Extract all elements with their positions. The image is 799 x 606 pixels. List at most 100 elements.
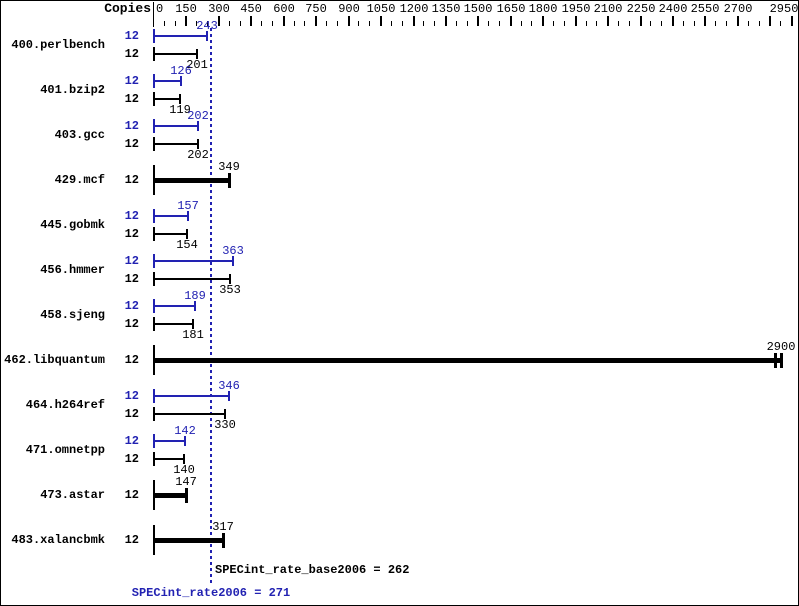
bar-start-tick bbox=[153, 272, 155, 286]
bar-end-tick bbox=[206, 31, 208, 41]
bar-start-tick bbox=[153, 165, 155, 195]
bar-end-tick bbox=[192, 319, 194, 329]
benchmark-label: 456.hmmer bbox=[40, 263, 105, 277]
copies-value: 12 bbox=[124, 119, 139, 133]
bar-end-tick bbox=[780, 353, 783, 368]
bar-start-tick bbox=[153, 480, 155, 510]
bar-start-tick bbox=[153, 227, 155, 241]
axis-minor-tick bbox=[358, 21, 359, 26]
axis-major-tick bbox=[315, 16, 317, 26]
bar-peak bbox=[154, 80, 181, 82]
benchmark-label: 458.sjeng bbox=[40, 308, 105, 322]
bar-end-tick bbox=[229, 274, 231, 284]
copies-value: 12 bbox=[124, 29, 139, 43]
axis-major-tick bbox=[607, 16, 609, 26]
axis-tick-label: 1200 bbox=[399, 2, 429, 16]
axis-minor-tick bbox=[650, 21, 651, 26]
bar-base bbox=[154, 323, 193, 325]
axis-minor-tick bbox=[229, 21, 230, 26]
bar-end-tick bbox=[196, 49, 198, 59]
axis-tick-label: 2100 bbox=[593, 2, 623, 16]
axis-tick-label: 2700 bbox=[723, 2, 753, 16]
bar-end-tick bbox=[222, 533, 225, 548]
axis-minor-tick bbox=[726, 21, 727, 26]
axis-tick-label: 2250 bbox=[626, 2, 656, 16]
axis-major-tick bbox=[769, 16, 771, 26]
bar-start-tick bbox=[153, 74, 155, 88]
benchmark-label: 401.bzip2 bbox=[40, 83, 105, 97]
bar-value-label: 2900 bbox=[766, 340, 796, 354]
axis-minor-tick bbox=[337, 21, 338, 26]
copies-value: 12 bbox=[124, 299, 139, 313]
axis-minor-tick bbox=[175, 21, 176, 26]
copies-value: 12 bbox=[124, 407, 139, 421]
copies-value: 12 bbox=[124, 272, 139, 286]
axis-minor-tick bbox=[683, 21, 684, 26]
axis-major-tick bbox=[380, 16, 382, 26]
axis-minor-tick bbox=[456, 21, 457, 26]
bar-end-tick bbox=[197, 139, 199, 149]
bar-end-tick bbox=[228, 391, 230, 401]
bar-end-tick bbox=[179, 94, 181, 104]
copies-value: 12 bbox=[124, 254, 139, 268]
copies-value: 12 bbox=[124, 47, 139, 61]
axis-minor-tick bbox=[488, 21, 489, 26]
axis-minor-tick bbox=[531, 21, 532, 26]
copies-value: 12 bbox=[124, 533, 139, 547]
bar-value-label: 353 bbox=[219, 283, 241, 297]
bar-single bbox=[154, 538, 223, 543]
bar-end-tick bbox=[180, 76, 182, 86]
copies-value: 12 bbox=[124, 317, 139, 331]
bar-single bbox=[154, 178, 229, 183]
axis-minor-tick bbox=[272, 21, 273, 26]
copies-value: 12 bbox=[124, 209, 139, 223]
bar-value-label: 119 bbox=[169, 103, 191, 117]
axis-tick-label: 750 bbox=[305, 2, 327, 16]
axis-minor-tick bbox=[661, 21, 662, 26]
axis-major-tick bbox=[704, 16, 706, 26]
bar-value-label: 243 bbox=[196, 19, 218, 33]
bar-start-tick bbox=[153, 434, 155, 448]
axis-major-tick bbox=[348, 16, 350, 26]
bar-peak bbox=[154, 125, 198, 127]
bar-value-label: 201 bbox=[186, 58, 208, 72]
axis-separator-line bbox=[153, 2, 154, 27]
axis-minor-tick bbox=[261, 21, 262, 26]
bar-base bbox=[154, 143, 198, 145]
axis-minor-tick bbox=[369, 21, 370, 26]
axis-tick-label: 2400 bbox=[658, 2, 688, 16]
bar-value-label: 154 bbox=[176, 238, 198, 252]
summary-peak-result: SPECint_rate2006 = 271 bbox=[131, 586, 291, 600]
bar-value-label: 189 bbox=[184, 289, 206, 303]
bar-end-tick bbox=[187, 211, 189, 221]
axis-minor-tick bbox=[564, 21, 565, 26]
axis-minor-tick bbox=[402, 21, 403, 26]
bar-value-label: 202 bbox=[187, 148, 209, 162]
benchmark-label: 464.h264ref bbox=[25, 398, 105, 412]
axis-major-tick bbox=[445, 16, 447, 26]
bar-base bbox=[154, 458, 184, 460]
copies-value: 12 bbox=[124, 137, 139, 151]
axis-major-tick bbox=[413, 16, 415, 26]
bar-value-label: 140 bbox=[173, 463, 195, 477]
axis-minor-tick bbox=[304, 21, 305, 26]
copies-value: 12 bbox=[124, 353, 139, 367]
bar-start-tick bbox=[153, 317, 155, 331]
bar-value-label: 147 bbox=[175, 475, 197, 489]
axis-tick-label: 1800 bbox=[528, 2, 558, 16]
benchmark-label: 429.mcf bbox=[54, 173, 105, 187]
bar-base bbox=[154, 233, 187, 235]
copies-value: 12 bbox=[124, 452, 139, 466]
bar-start-tick bbox=[153, 254, 155, 268]
copies-value: 12 bbox=[124, 434, 139, 448]
bar-base bbox=[154, 98, 180, 100]
axis-major-tick bbox=[737, 16, 739, 26]
axis-minor-tick bbox=[521, 21, 522, 26]
bar-base bbox=[154, 413, 225, 415]
bar-start-tick bbox=[153, 525, 155, 555]
axis-major-tick bbox=[218, 16, 220, 26]
copies-value: 12 bbox=[124, 389, 139, 403]
axis-minor-tick bbox=[196, 21, 197, 26]
bar-single bbox=[154, 493, 186, 498]
